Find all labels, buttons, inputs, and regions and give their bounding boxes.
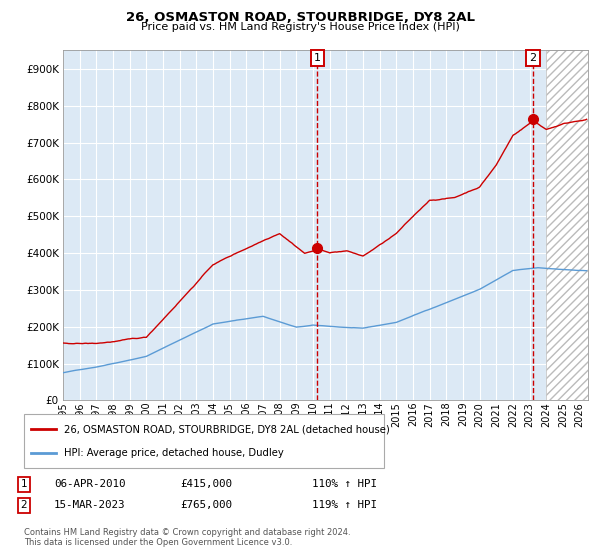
Text: £415,000: £415,000 <box>180 479 232 489</box>
Bar <box>547 50 588 400</box>
Text: 26, OSMASTON ROAD, STOURBRIDGE, DY8 2AL: 26, OSMASTON ROAD, STOURBRIDGE, DY8 2AL <box>125 11 475 24</box>
Text: Price paid vs. HM Land Registry's House Price Index (HPI): Price paid vs. HM Land Registry's House … <box>140 22 460 32</box>
Text: HPI: Average price, detached house, Dudley: HPI: Average price, detached house, Dudl… <box>64 447 283 458</box>
Text: 1: 1 <box>314 53 321 63</box>
Text: Contains HM Land Registry data © Crown copyright and database right 2024.
This d: Contains HM Land Registry data © Crown c… <box>24 528 350 547</box>
Text: 06-APR-2010: 06-APR-2010 <box>54 479 125 489</box>
Text: £765,000: £765,000 <box>180 500 232 510</box>
Bar <box>547 50 588 400</box>
Text: 26, OSMASTON ROAD, STOURBRIDGE, DY8 2AL (detached house): 26, OSMASTON ROAD, STOURBRIDGE, DY8 2AL … <box>64 424 389 435</box>
Text: 119% ↑ HPI: 119% ↑ HPI <box>312 500 377 510</box>
Text: 2: 2 <box>20 500 28 510</box>
Text: 1: 1 <box>20 479 28 489</box>
FancyBboxPatch shape <box>24 414 384 468</box>
Text: 15-MAR-2023: 15-MAR-2023 <box>54 500 125 510</box>
Text: 2: 2 <box>530 53 537 63</box>
Text: 110% ↑ HPI: 110% ↑ HPI <box>312 479 377 489</box>
